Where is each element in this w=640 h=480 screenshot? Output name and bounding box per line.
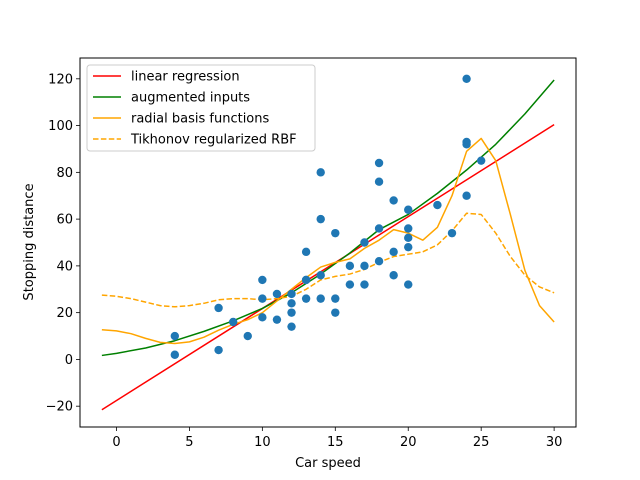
data-point-45 (447, 228, 457, 238)
x-tick-label: 20 (400, 435, 417, 450)
y-tick-label: 0 (65, 353, 73, 368)
x-axis-label: Car speed (295, 456, 361, 471)
data-point-16 (301, 294, 311, 303)
data-point-12 (287, 322, 296, 331)
data-point-35 (374, 158, 384, 168)
ticks-layer: 0 5 10 15 20 25 30 −20 0 20 40 60 80 100 120 (46, 72, 563, 450)
data-point-1 (170, 350, 180, 359)
legend-label-2: augmented inputs (131, 91, 250, 106)
data-point-24 (331, 308, 340, 317)
data-point-34 (374, 177, 384, 186)
legend-frame (86, 64, 316, 152)
x-tick-label: 10 (254, 435, 271, 450)
series-line-3 (101, 137, 555, 345)
x-tick-label: 30 (546, 435, 563, 450)
y-tick-label: 120 (48, 72, 73, 87)
data-point-14 (287, 299, 296, 308)
data-point-38 (389, 196, 398, 205)
data-point-30 (360, 261, 369, 271)
data-point-48 (462, 137, 471, 147)
data-point-7 (258, 313, 267, 322)
data-point-23 (316, 168, 325, 177)
data-point-15 (287, 289, 296, 299)
data-point-28 (345, 261, 355, 271)
data-point-2 (170, 331, 180, 341)
y-tick-label: 80 (56, 166, 73, 181)
data-point-44 (433, 200, 442, 210)
data-point-5 (228, 317, 238, 327)
data-point-39 (404, 280, 413, 289)
data-point-13 (287, 308, 296, 317)
data-point-8 (258, 294, 267, 303)
data-point-6 (243, 331, 252, 341)
data-point-37 (389, 247, 398, 257)
y-tick-label: 100 (48, 119, 73, 134)
data-point-11 (272, 289, 282, 299)
x-tick-label: 0 (112, 435, 120, 450)
data-point-43 (404, 205, 413, 214)
data-point-26 (331, 228, 340, 238)
data-point-21 (316, 271, 325, 280)
y-tick-label: 40 (56, 259, 73, 274)
data-point-18 (301, 275, 311, 285)
data-point-32 (374, 257, 384, 266)
data-point-3 (214, 345, 223, 355)
points-layer (170, 74, 486, 359)
data-point-27 (345, 280, 355, 289)
data-point-4 (214, 303, 223, 313)
plot-frame (79, 57, 577, 428)
data-point-31 (360, 238, 369, 247)
series-line-4 (101, 212, 555, 308)
data-point-22 (316, 214, 325, 224)
data-point-42 (404, 224, 413, 233)
x-tick-label: 15 (327, 435, 344, 450)
data-point-33 (374, 224, 384, 233)
y-axis-label: Stopping distance (22, 183, 37, 300)
y-tick-label: 20 (56, 306, 73, 321)
legend-label-4: Tikhonov regularized RBF (130, 133, 297, 148)
data-point-41 (404, 233, 413, 243)
x-tick-label: 5 (185, 435, 193, 450)
data-point-49 (462, 74, 471, 84)
data-point-19 (301, 247, 311, 257)
data-point-10 (272, 315, 282, 324)
legend-label-1: linear regression (131, 70, 240, 85)
x-tick-label: 25 (473, 435, 490, 450)
data-point-36 (389, 271, 398, 280)
y-tick-label: 60 (56, 213, 73, 228)
data-point-40 (404, 242, 413, 252)
data-point-50 (476, 156, 486, 165)
series-line-1 (101, 124, 555, 411)
data-point-46 (462, 191, 471, 200)
legend: linear regression augmented inputs radial … (86, 64, 316, 152)
data-point-20 (316, 294, 325, 303)
y-tick-label: −20 (46, 400, 73, 415)
data-point-25 (331, 294, 340, 303)
data-point-9 (258, 275, 267, 285)
series-layer (101, 79, 555, 411)
data-point-29 (360, 280, 369, 289)
legend-label-3: radial basis functions (131, 112, 269, 127)
